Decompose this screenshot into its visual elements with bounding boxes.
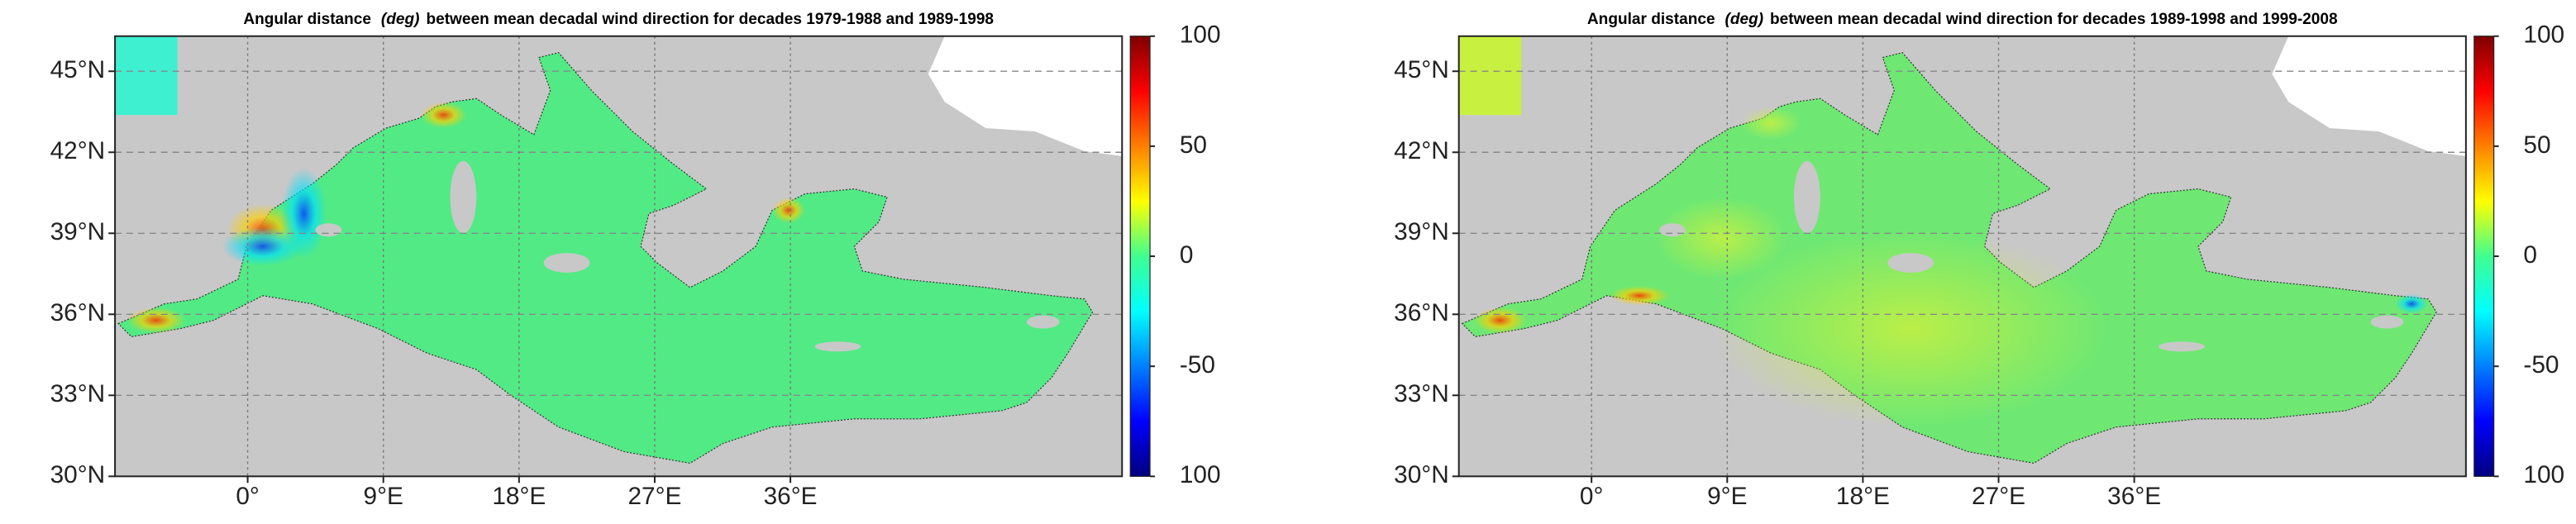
lon-tick-label: 0°: [236, 483, 260, 510]
map-frame: [1457, 35, 2467, 478]
outside-domain: [1018, 36, 1123, 74]
lon-tick-label: 27°E: [1972, 483, 2025, 510]
lat-tick-label: 36°N: [1394, 299, 1449, 326]
wind-anomaly: [1473, 307, 1527, 334]
lon-tick-label: 36°E: [2107, 483, 2161, 510]
lat-tick-label: 33°N: [1394, 380, 1449, 407]
wind-anomaly: [772, 197, 805, 224]
lon-tick-label: 18°E: [1836, 483, 1890, 510]
colorbar-tick-label: -50: [2523, 351, 2559, 379]
island: [2159, 341, 2205, 352]
lat-tick-label: 42°N: [1394, 137, 1449, 164]
island: [814, 341, 861, 352]
colorbar: [1129, 36, 1151, 477]
atlantic: [1458, 36, 1522, 116]
island: [1794, 160, 1820, 234]
colorbar-tick-label: 0: [1180, 241, 1194, 269]
lat-tick-label: 36°N: [50, 299, 106, 326]
wind-anomaly: [420, 102, 467, 129]
colorbar-tick-label: 100: [1180, 21, 1221, 49]
outside-domain: [2362, 36, 2466, 74]
map-panel: Angular distance (deg) between mean decada…: [50, 11, 1221, 510]
map-frame: [114, 35, 1123, 478]
island: [450, 160, 477, 234]
wind-anomaly: [1656, 197, 1788, 279]
colorbar-tick-label: -50: [1180, 351, 1215, 379]
lon-tick-label: 9°E: [1707, 483, 1747, 510]
island: [543, 253, 590, 273]
panel-title: Angular distance (deg) between mean decada…: [1587, 11, 2338, 28]
title-start: Angular distance: [243, 11, 371, 28]
wind-anomaly: [1741, 107, 1801, 140]
lon-tick-label: 27°E: [627, 483, 681, 510]
island: [1659, 223, 1686, 237]
lat-tick-label: 30°N: [50, 461, 106, 488]
island: [1027, 315, 1060, 329]
lon-tick-label: 18°E: [492, 483, 546, 510]
wind-anomaly: [1610, 285, 1670, 306]
lon-tick-label: 36°E: [764, 483, 818, 510]
lon-tick-label: 9°E: [364, 483, 403, 510]
colorbar-tick-label: 0: [2523, 241, 2537, 269]
title-unit: (deg): [1725, 11, 1764, 28]
title-start: Angular distance: [1587, 11, 1715, 28]
title-end: between mean decadal wind direction for …: [426, 11, 994, 28]
island: [2370, 315, 2404, 329]
lat-tick-label: 42°N: [50, 137, 106, 164]
colorbar-tick-label: 50: [1180, 131, 1207, 159]
colorbar-tick-label: 100: [1180, 461, 1221, 488]
colorbar-tick-label: 100: [2523, 461, 2564, 488]
title-unit: (deg): [381, 11, 420, 28]
lat-tick-label: 33°N: [50, 380, 106, 407]
colorbar: [2473, 36, 2495, 477]
wind-anomaly: [1713, 230, 2108, 427]
title-end: between mean decadal wind direction for …: [1770, 11, 2338, 28]
colorbar-tick-label: 50: [2523, 131, 2550, 159]
lon-tick-label: 0°: [1580, 483, 1604, 510]
lat-tick-label: 39°N: [50, 218, 106, 245]
atlantic: [115, 36, 178, 116]
lat-tick-label: 39°N: [1394, 218, 1449, 245]
wind-anomaly: [126, 307, 186, 334]
panel-title: Angular distance (deg) between mean decada…: [243, 11, 994, 28]
lat-tick-label: 45°N: [50, 56, 106, 83]
island: [315, 223, 342, 237]
lat-tick-label: 45°N: [1394, 56, 1449, 83]
lat-tick-label: 30°N: [1394, 461, 1449, 488]
colorbar-tick-label: 100: [2523, 21, 2564, 49]
island: [1887, 253, 1934, 273]
map-panel: Angular distance (deg) between mean decada…: [1394, 11, 2564, 510]
wind-anomaly: [2395, 293, 2429, 314]
wind-anomaly: [222, 226, 304, 266]
